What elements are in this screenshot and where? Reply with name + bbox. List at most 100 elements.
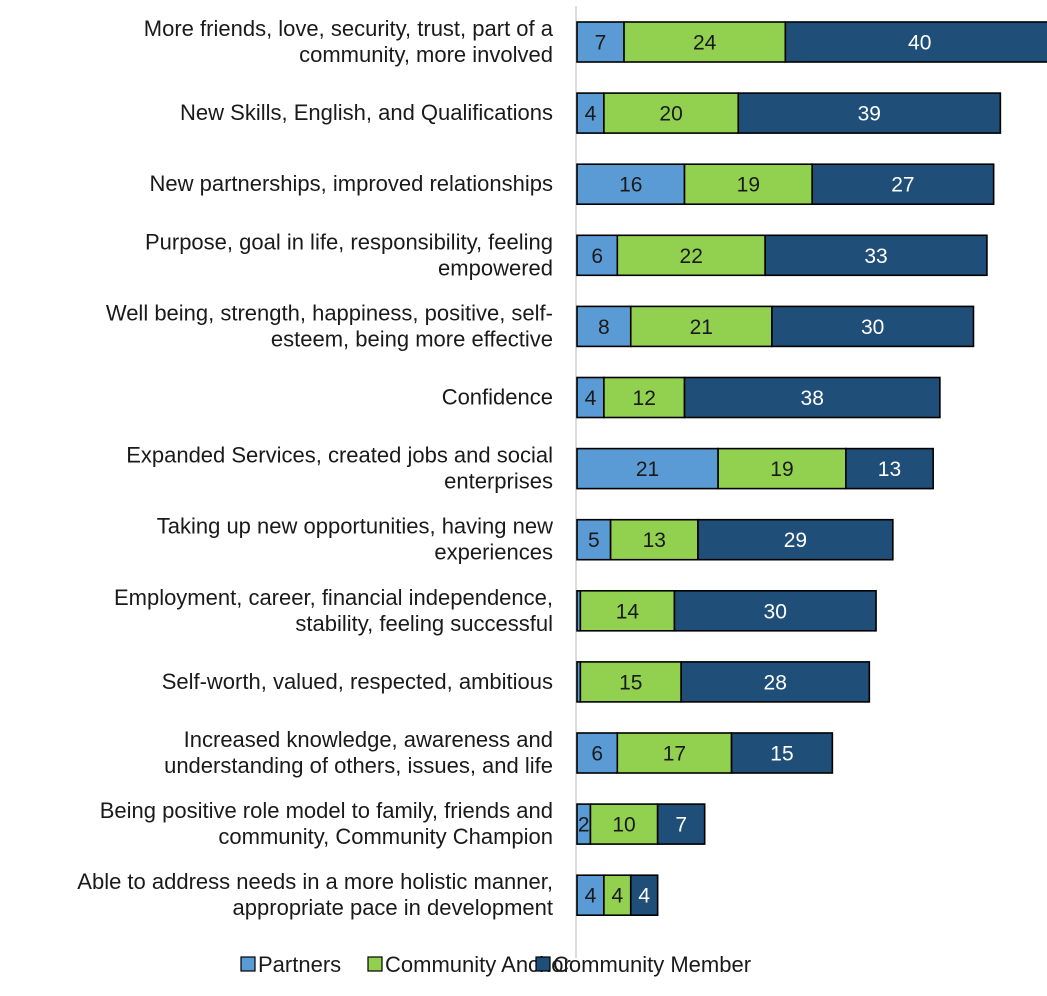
bar-segment <box>784 21 1047 63</box>
data-label: 7 <box>675 814 687 837</box>
data-label: 40 <box>908 32 931 55</box>
category-label-line: empowered <box>438 255 553 280</box>
bar-segment <box>629 874 659 917</box>
legend-label: Community Member <box>553 952 751 977</box>
category-label-line: Taking up new opportunities, having new <box>157 514 553 539</box>
category-label: New Skills, English, and Qualifications <box>180 100 553 125</box>
category-label: Taking up new opportunities, having new e… <box>157 514 553 565</box>
data-label: 2 <box>578 814 590 837</box>
bar-segment <box>683 163 814 205</box>
data-label: 4 <box>611 885 623 908</box>
category-label-line: appropriate pace in development <box>233 895 553 920</box>
data-label: 13 <box>643 529 666 552</box>
category-label-line: experiences <box>434 540 553 565</box>
category-label-line: Employment, career, financial independen… <box>114 585 553 610</box>
category-label: Able to address needs in a more holistic… <box>77 869 553 920</box>
bar-segment <box>576 518 612 561</box>
data-label: 19 <box>737 174 760 197</box>
data-label: 39 <box>858 103 881 126</box>
data-label: 12 <box>633 387 656 410</box>
category-label: Expanded Services, created jobs and soci… <box>126 443 553 494</box>
bar-segment <box>683 376 941 419</box>
category-label-line: New partnerships, improved relationships <box>149 171 553 196</box>
data-label: 38 <box>801 387 824 410</box>
data-label: 15 <box>770 743 793 766</box>
category-label: Self-worth, valued, respected, ambitious <box>162 669 553 694</box>
category-label-line: community, more involved <box>299 42 553 67</box>
bar-segment <box>603 874 632 917</box>
bar-segment <box>623 21 787 63</box>
data-label: 22 <box>680 245 703 268</box>
data-label: 5 <box>588 529 600 552</box>
category-label-line: Self-worth, valued, respected, ambitious <box>162 669 553 694</box>
bar-segment <box>737 92 1002 134</box>
category-label-line: More friends, love, security, trust, par… <box>144 16 554 41</box>
bar-segment <box>680 661 871 703</box>
data-label: 21 <box>690 316 713 339</box>
data-label: 27 <box>891 174 914 197</box>
bar-segment <box>603 376 686 419</box>
legend-label: Partners <box>258 952 341 977</box>
bar-segment <box>579 589 676 632</box>
category-label-line: understanding of others, issues, and lif… <box>164 753 553 778</box>
bar-segment <box>576 874 605 917</box>
data-label: 13 <box>878 458 901 481</box>
category-label: Increased knowledge, awareness and unders… <box>164 727 553 778</box>
category-label-line: stability, feeling successful <box>295 611 553 636</box>
data-label: 15 <box>619 671 642 694</box>
category-label-line: Purpose, goal in life, responsibility, f… <box>145 229 553 254</box>
legend-swatch <box>535 956 551 972</box>
category-label: Confidence <box>442 385 553 410</box>
category-label: More friends, love, security, trust, par… <box>144 16 554 67</box>
category-label-line: enterprises <box>444 469 553 494</box>
bar-segment <box>616 732 733 774</box>
bar-segment <box>764 234 988 277</box>
category-label: New partnerships, improved relationships <box>149 171 553 196</box>
data-label: 6 <box>591 743 603 766</box>
bar-segment <box>576 447 719 490</box>
data-label: 4 <box>585 387 597 410</box>
bar-segment <box>609 518 699 561</box>
category-label-line: Increased knowledge, awareness and <box>184 727 553 752</box>
data-label: 21 <box>636 458 659 481</box>
category-label-line: New Skills, English, and Qualifications <box>180 100 553 125</box>
data-label: 4 <box>585 885 597 908</box>
data-label: 4 <box>638 885 650 908</box>
category-label-line: Confidence <box>442 385 553 410</box>
category-label-line: Expanded Services, created jobs and soci… <box>126 443 553 468</box>
data-label: 28 <box>764 671 787 694</box>
category-label-line: Being positive role model to family, fri… <box>100 798 553 823</box>
bar-segment <box>730 732 834 774</box>
data-label: 6 <box>591 245 603 268</box>
bar-segment <box>717 447 847 490</box>
category-label-line: community, Community Champion <box>218 824 553 849</box>
bar-segment <box>697 518 894 561</box>
data-label: 4 <box>585 103 597 126</box>
category-label: Purpose, goal in life, responsibility, f… <box>145 229 553 280</box>
data-label: 17 <box>663 743 686 766</box>
category-label: Employment, career, financial independen… <box>114 585 553 636</box>
bar-segment <box>589 803 659 845</box>
bar-segment <box>576 376 605 419</box>
data-label: 29 <box>784 529 807 552</box>
category-label: Being positive role model to family, fri… <box>100 798 553 849</box>
bar-segment <box>771 305 975 348</box>
bar-segment <box>656 803 706 845</box>
bar-segment <box>576 92 605 134</box>
data-label: 30 <box>861 316 884 339</box>
bar-segment <box>579 661 682 703</box>
data-label: 20 <box>659 103 682 126</box>
legend-swatch <box>240 956 256 972</box>
bar-segment <box>844 447 934 490</box>
data-label: 10 <box>612 814 635 837</box>
category-labels: More friends, love, security, trust, par… <box>77 16 553 920</box>
data-label: 33 <box>864 245 887 268</box>
data-label: 19 <box>770 458 793 481</box>
category-label-line: Well being, strength, happiness, positiv… <box>106 300 553 325</box>
legend-swatch <box>367 956 383 972</box>
bar-segment <box>811 163 995 205</box>
data-label: 14 <box>616 600 640 623</box>
